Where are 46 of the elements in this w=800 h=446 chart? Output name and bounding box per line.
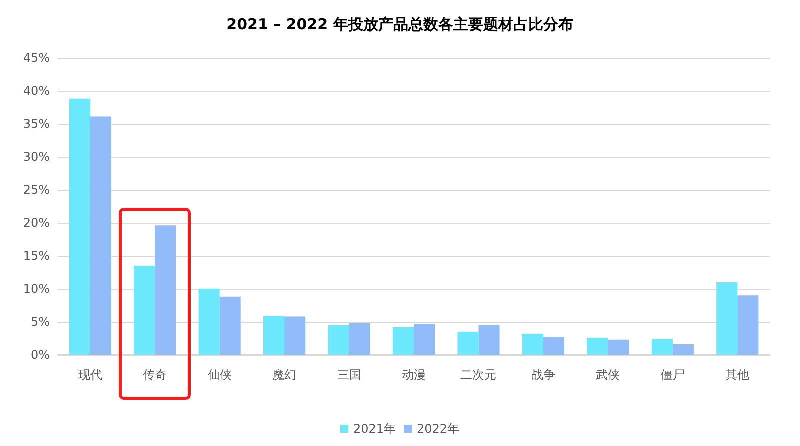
x-tick-label: 魔幻 xyxy=(272,368,297,382)
bar xyxy=(155,226,176,355)
bar xyxy=(652,339,673,355)
bar xyxy=(738,296,759,355)
y-tick-label: 10% xyxy=(23,282,50,296)
x-tick-label: 传奇 xyxy=(143,368,168,382)
y-tick-label: 30% xyxy=(23,150,50,164)
y-tick-label: 25% xyxy=(23,183,50,197)
bar xyxy=(672,344,694,355)
bar xyxy=(522,334,544,355)
x-tick-label: 二次元 xyxy=(460,368,497,382)
bar xyxy=(458,332,479,355)
x-tick-label: 仙侠 xyxy=(208,368,232,382)
bar xyxy=(69,98,90,355)
y-tick-label: 35% xyxy=(23,117,50,131)
bar xyxy=(414,324,436,355)
bar xyxy=(587,338,608,355)
chart-title: 2021 – 2022 年投放产品总数各主要题材占比分布 xyxy=(226,16,574,34)
x-tick-label: 其他 xyxy=(726,368,750,382)
y-tick-label: 0% xyxy=(30,348,50,362)
y-tick-label: 5% xyxy=(30,315,50,329)
y-tick-label: 45% xyxy=(23,51,50,65)
bar xyxy=(198,289,220,355)
bar xyxy=(90,116,112,355)
bar xyxy=(392,327,414,355)
bar xyxy=(716,282,738,355)
y-tick-label: 40% xyxy=(23,84,50,98)
bar xyxy=(134,266,156,355)
y-tick-label: 20% xyxy=(23,216,50,230)
x-tick-label: 战争 xyxy=(531,368,556,382)
bar xyxy=(478,325,500,355)
bar xyxy=(543,337,564,355)
x-tick-label: 动漫 xyxy=(402,368,426,382)
y-tick-label: 15% xyxy=(23,249,50,263)
x-tick-label: 武侠 xyxy=(596,368,620,382)
bar xyxy=(328,325,350,355)
x-tick-label: 现代 xyxy=(78,368,102,382)
legend-label: 2022年 xyxy=(417,422,460,436)
legend-label: 2021年 xyxy=(353,422,396,436)
x-tick-label: 三国 xyxy=(337,368,362,382)
bar xyxy=(264,316,285,355)
bar xyxy=(608,340,630,355)
bar xyxy=(349,323,370,355)
x-tick-label: 僵尸 xyxy=(660,368,685,382)
bar xyxy=(284,316,306,355)
bar xyxy=(220,296,241,355)
